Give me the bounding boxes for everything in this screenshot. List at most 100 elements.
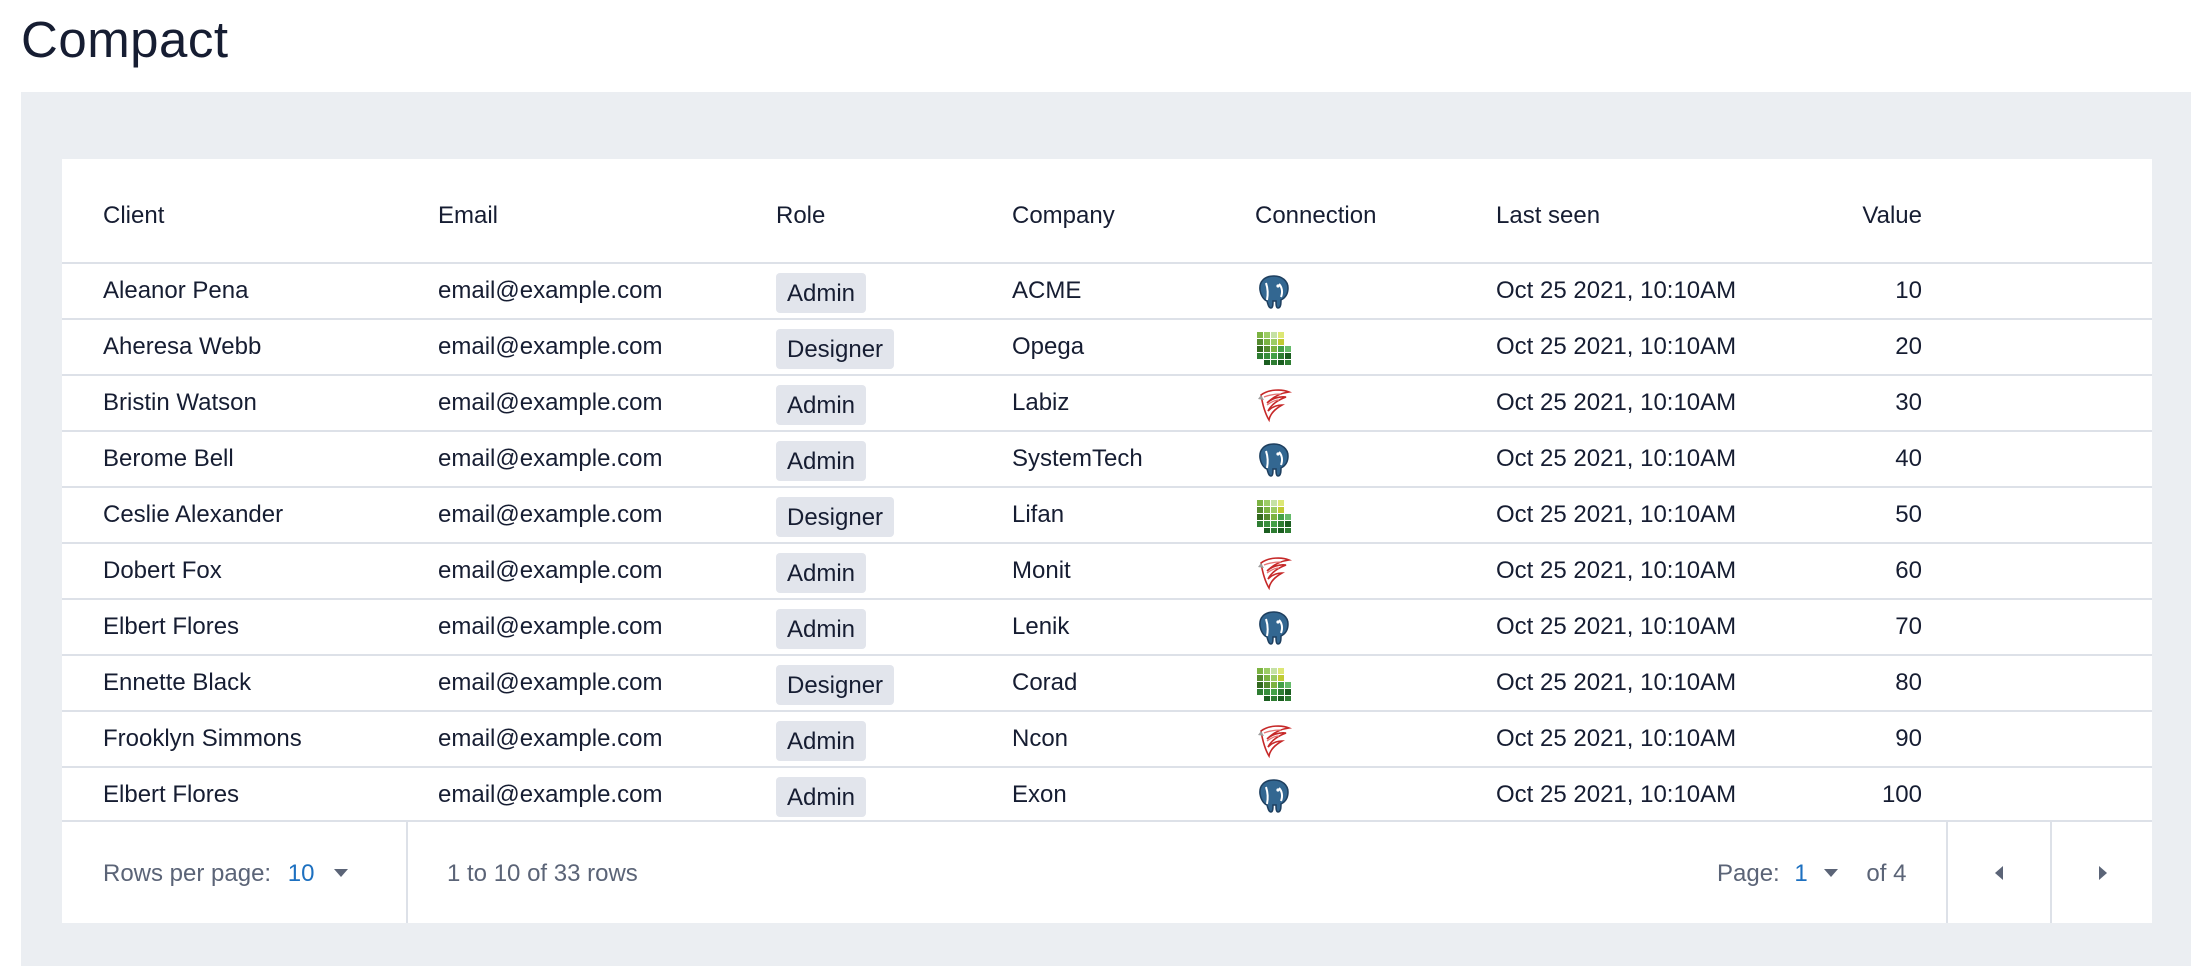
cell-role: Designer [776, 488, 895, 542]
row-range-text: 1 to 10 of 33 rows [447, 860, 638, 887]
cell-company: Lenik [1012, 613, 1070, 640]
grid-database-icon [1255, 497, 1293, 535]
page-title: Compact [21, 11, 229, 68]
grid-database-icon [1255, 329, 1293, 367]
grid-database-icon [1255, 665, 1293, 703]
cell-last-seen: Oct 25 2021, 10:10AM [1496, 333, 1737, 360]
chevron-left-icon [1995, 865, 2003, 880]
table-row[interactable]: Aheresa Webb email@example.com Designer Ope… [62, 320, 2152, 376]
cell-role: Admin [776, 544, 867, 598]
chevron-down-icon [334, 868, 349, 877]
cell-company: Corad [1012, 669, 1078, 696]
column-header-email[interactable]: Email [438, 202, 499, 229]
table-row[interactable]: Frooklyn Simmons email@example.com Admin Nc… [62, 712, 2152, 768]
footer-divider [406, 822, 408, 923]
postgresql-icon [1255, 273, 1293, 311]
cell-value: 50 [1895, 501, 1922, 528]
next-page-button[interactable] [2052, 822, 2154, 923]
table-row[interactable]: Elbert Flores email@example.com Admin Lenik… [62, 600, 2152, 656]
postgresql-icon [1255, 609, 1293, 647]
previous-page-button[interactable] [1948, 822, 2050, 923]
table-row[interactable]: Ceslie Alexander email@example.com Designe… [62, 488, 2152, 544]
cell-last-seen: Oct 25 2021, 10:10AM [1496, 557, 1737, 584]
postgresql-icon [1255, 777, 1293, 815]
cell-email: email@example.com [438, 669, 663, 696]
rows-per-page: Rows per page: 10 [103, 822, 349, 923]
chevron-right-icon [2099, 865, 2107, 880]
table-body: Aleanor Pena email@example.com Admin ACME O… [62, 264, 2152, 824]
rows-per-page-select[interactable]: 10 [288, 860, 349, 887]
column-header-connection[interactable]: Connection [1255, 202, 1377, 229]
column-header-last-seen[interactable]: Last seen [1496, 202, 1601, 229]
cell-last-seen: Oct 25 2021, 10:10AM [1496, 389, 1737, 416]
cell-role: Designer [776, 656, 895, 710]
cell-client: Frooklyn Simmons [103, 725, 302, 752]
cell-last-seen: Oct 25 2021, 10:10AM [1496, 277, 1737, 304]
cell-company: Lifan [1012, 501, 1065, 528]
cell-company: SystemTech [1012, 445, 1143, 472]
cell-client: Aleanor Pena [103, 277, 249, 304]
table-row[interactable]: Aleanor Pena email@example.com Admin ACME O… [62, 264, 2152, 320]
cell-client: Ceslie Alexander [103, 501, 284, 528]
cell-role: Admin [776, 712, 867, 766]
cell-company: Labiz [1012, 389, 1070, 416]
cell-email: email@example.com [438, 445, 663, 472]
cell-company: Ncon [1012, 725, 1069, 752]
column-header-company[interactable]: Company [1012, 202, 1115, 229]
cell-company: ACME [1012, 277, 1082, 304]
cell-last-seen: Oct 25 2021, 10:10AM [1496, 781, 1737, 808]
column-header-value[interactable]: Value [1862, 202, 1922, 229]
page-select[interactable]: 1 [1794, 860, 1844, 887]
table-frame: Client Email Role Company Connection Las… [21, 92, 2191, 966]
page-value: 1 [1794, 860, 1808, 887]
role-badge: Admin [776, 385, 867, 425]
sql-server-icon [1255, 553, 1293, 591]
chevron-down-icon [1823, 868, 1838, 877]
cell-role: Admin [776, 264, 867, 318]
page-selector: Page: 1 of 4 [1717, 822, 1906, 923]
cell-company: Opega [1012, 333, 1085, 360]
cell-client: Bristin Watson [103, 389, 257, 416]
cell-last-seen: Oct 25 2021, 10:10AM [1496, 725, 1737, 752]
role-badge: Designer [776, 329, 895, 369]
cell-value: 10 [1895, 277, 1922, 304]
cell-role: Designer [776, 320, 895, 374]
cell-value: 80 [1895, 669, 1922, 696]
role-badge: Admin [776, 777, 867, 817]
cell-client: Elbert Flores [103, 781, 240, 808]
table-row[interactable]: Elbert Flores email@example.com Admin Exon … [62, 768, 2152, 824]
column-header-role[interactable]: Role [776, 202, 826, 229]
table-row[interactable]: Berome Bell email@example.com Admin SystemT… [62, 432, 2152, 488]
role-badge: Admin [776, 609, 867, 649]
table-row[interactable]: Bristin Watson email@example.com Admin Labi… [62, 376, 2152, 432]
column-header-client[interactable]: Client [103, 202, 165, 229]
data-table: Client Email Role Company Connection Las… [62, 159, 2152, 923]
cell-role: Admin [776, 376, 867, 430]
table-row[interactable]: Ennette Black email@example.com Designer Co… [62, 656, 2152, 712]
cell-value: 70 [1895, 613, 1922, 640]
cell-last-seen: Oct 25 2021, 10:10AM [1496, 445, 1737, 472]
cell-value: 40 [1895, 445, 1922, 472]
role-badge: Designer [776, 497, 895, 537]
cell-role: Admin [776, 600, 867, 654]
rows-per-page-label: Rows per page: [103, 860, 272, 887]
cell-client: Elbert Flores [103, 613, 240, 640]
cell-role: Admin [776, 768, 867, 822]
cell-email: email@example.com [438, 613, 663, 640]
cell-last-seen: Oct 25 2021, 10:10AM [1496, 613, 1737, 640]
role-badge: Designer [776, 665, 895, 705]
cell-company: Exon [1012, 781, 1067, 808]
cell-value: 60 [1895, 557, 1922, 584]
cell-last-seen: Oct 25 2021, 10:10AM [1496, 501, 1737, 528]
cell-value: 100 [1881, 781, 1922, 808]
sql-server-icon [1255, 385, 1293, 423]
cell-email: email@example.com [438, 333, 663, 360]
table-row[interactable]: Dobert Fox email@example.com Admin Monit Oc… [62, 544, 2152, 600]
role-badge: Admin [776, 721, 867, 761]
sql-server-icon [1255, 721, 1293, 759]
cell-role: Admin [776, 432, 867, 486]
cell-value: 20 [1895, 333, 1922, 360]
role-badge: Admin [776, 273, 867, 313]
cell-email: email@example.com [438, 725, 663, 752]
cell-client: Aheresa Webb [103, 333, 262, 360]
